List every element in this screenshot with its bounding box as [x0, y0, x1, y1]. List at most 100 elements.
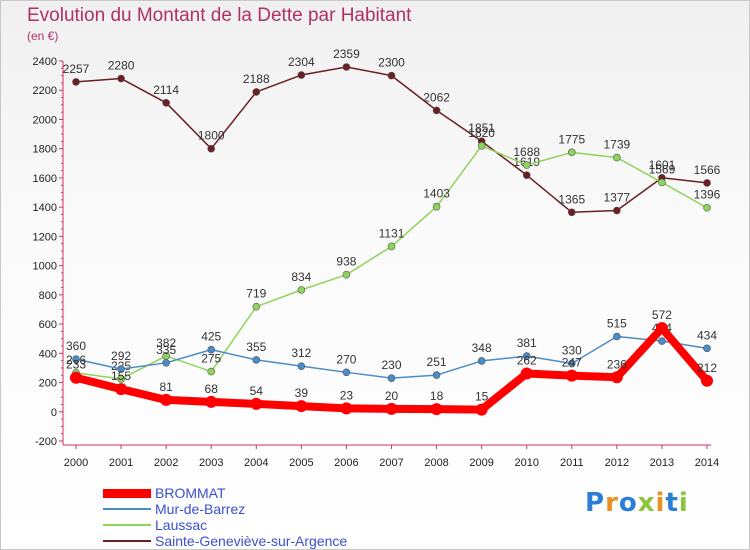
data-label-laussac: 1775 — [558, 132, 585, 146]
data-label-mur-de-barrez: 292 — [111, 349, 131, 363]
data-label-sainte-genevieve-sur-argence: 2280 — [108, 59, 135, 73]
data-point-brommat — [385, 402, 398, 415]
data-point-mur-de-barrez — [72, 355, 80, 363]
x-tick-label: 2013 — [650, 457, 674, 469]
logo-letter: i — [678, 488, 689, 518]
y-tick-label: 1400 — [33, 202, 57, 214]
data-label-mur-de-barrez: 312 — [291, 346, 311, 360]
x-tick-label: 2006 — [334, 457, 358, 469]
data-label-sainte-genevieve-sur-argence: 1377 — [604, 191, 631, 205]
data-point-mur-de-barrez — [613, 332, 621, 341]
data-label-sainte-genevieve-sur-argence: 2062 — [423, 90, 450, 104]
data-label-laussac: 1569 — [649, 162, 676, 176]
data-point-brommat — [701, 374, 713, 387]
data-point-mur-de-barrez — [703, 344, 711, 353]
data-point-brommat — [610, 371, 623, 384]
logo-letter: x — [637, 488, 656, 518]
data-label-sainte-genevieve-sur-argence: 2300 — [378, 56, 405, 70]
data-point-mur-de-barrez — [297, 362, 306, 370]
data-label-brommat: 212 — [697, 361, 717, 375]
legend-label-laussac: Laussac — [155, 517, 208, 533]
data-point-brommat — [160, 393, 173, 406]
data-label-laussac: 1688 — [513, 145, 540, 159]
proxiti-logo: Proxiti — [585, 488, 689, 518]
data-label-laussac: 938 — [336, 255, 356, 269]
data-point-sainte-genevieve-sur-argence — [567, 208, 576, 217]
x-tick-label: 2010 — [514, 457, 538, 469]
data-point-laussac — [297, 286, 306, 294]
x-tick-label: 2003 — [199, 457, 223, 469]
data-label-laussac: 1739 — [604, 138, 631, 152]
legend-swatch-brommat — [103, 489, 151, 498]
data-label-brommat: 39 — [295, 386, 309, 400]
data-label-brommat: 236 — [607, 357, 627, 371]
data-label-mur-de-barrez: 335 — [156, 343, 176, 357]
data-point-mur-de-barrez — [162, 359, 170, 367]
y-tick-label: 0 — [51, 407, 57, 419]
data-label-sainte-genevieve-sur-argence: 2304 — [288, 55, 315, 69]
logo-letter: t — [665, 488, 679, 518]
data-point-laussac — [387, 242, 396, 251]
data-label-sainte-genevieve-sur-argence: 1601 — [649, 158, 676, 172]
data-label-brommat: 262 — [517, 353, 537, 367]
data-point-mur-de-barrez — [567, 359, 576, 368]
data-point-sainte-genevieve-sur-argence — [613, 206, 621, 215]
legend-label-brommat: BROMMAT — [155, 485, 226, 501]
legend-swatch-laussac — [103, 524, 151, 526]
logo-letter: o — [618, 488, 638, 518]
x-tick-label: 2004 — [244, 457, 268, 469]
data-point-mur-de-barrez — [477, 357, 486, 365]
data-point-brommat — [655, 322, 668, 335]
data-label-brommat: 247 — [562, 356, 582, 370]
data-point-brommat — [520, 367, 533, 380]
data-label-laussac: 1403 — [423, 187, 450, 201]
data-label-laussac: 382 — [156, 336, 176, 350]
data-point-mur-de-barrez — [387, 374, 396, 382]
y-tick-label: 1800 — [33, 144, 57, 156]
data-point-mur-de-barrez — [658, 337, 666, 345]
data-point-sainte-genevieve-sur-argence — [117, 74, 125, 83]
data-point-brommat — [115, 383, 128, 396]
data-point-laussac — [613, 153, 621, 162]
data-label-mur-de-barrez: 360 — [66, 339, 86, 353]
y-tick-label: 1000 — [33, 261, 57, 273]
data-point-laussac — [207, 367, 216, 376]
data-label-laussac: 275 — [201, 352, 221, 366]
data-label-mur-de-barrez: 355 — [246, 340, 266, 354]
data-point-sainte-genevieve-sur-argence — [252, 88, 261, 96]
x-tick-label: 2001 — [109, 457, 133, 469]
data-label-brommat: 20 — [385, 389, 399, 403]
x-tick-label: 2005 — [289, 457, 313, 469]
y-tick-label: 400 — [39, 348, 57, 360]
data-point-sainte-genevieve-sur-argence — [387, 71, 396, 80]
x-tick-label: 2012 — [605, 457, 629, 469]
x-tick-label: 2008 — [424, 457, 448, 469]
data-label-sainte-genevieve-sur-argence: 1851 — [468, 121, 495, 135]
data-label-sainte-genevieve-sur-argence: 2359 — [333, 47, 360, 61]
data-label-brommat: 23 — [340, 388, 354, 402]
y-tick-label: 600 — [39, 319, 57, 331]
data-label-laussac: 719 — [246, 287, 266, 301]
legend-swatch-sainte-genevieve — [103, 540, 151, 542]
data-label-brommat: 155 — [111, 369, 131, 383]
data-label-mur-de-barrez: 330 — [562, 344, 582, 358]
data-point-laussac — [252, 302, 261, 311]
data-point-sainte-genevieve-sur-argence — [162, 99, 170, 107]
data-label-laussac: 834 — [291, 270, 311, 284]
x-tick-label: 2002 — [154, 457, 178, 469]
legend-label-sainte-genevieve: Sainte-Geneviève-sur-Argence — [155, 533, 348, 549]
data-label-mur-de-barrez: 381 — [517, 336, 537, 350]
data-label-brommat: 18 — [430, 389, 444, 403]
data-point-brommat — [475, 403, 488, 416]
data-label-brommat: 233 — [66, 358, 86, 372]
legend-swatch-mur-de-barrez — [103, 508, 151, 510]
y-tick-label: 200 — [39, 378, 57, 390]
data-point-mur-de-barrez — [207, 345, 216, 354]
data-label-mur-de-barrez: 425 — [201, 330, 221, 344]
data-point-sainte-genevieve-sur-argence — [522, 171, 531, 179]
data-label-sainte-genevieve-sur-argence: 2188 — [243, 72, 270, 86]
logo-letter: i — [655, 488, 666, 518]
y-tick-label: 2400 — [33, 56, 57, 68]
x-tick-label: 2007 — [379, 457, 403, 469]
data-point-laussac — [567, 148, 576, 157]
